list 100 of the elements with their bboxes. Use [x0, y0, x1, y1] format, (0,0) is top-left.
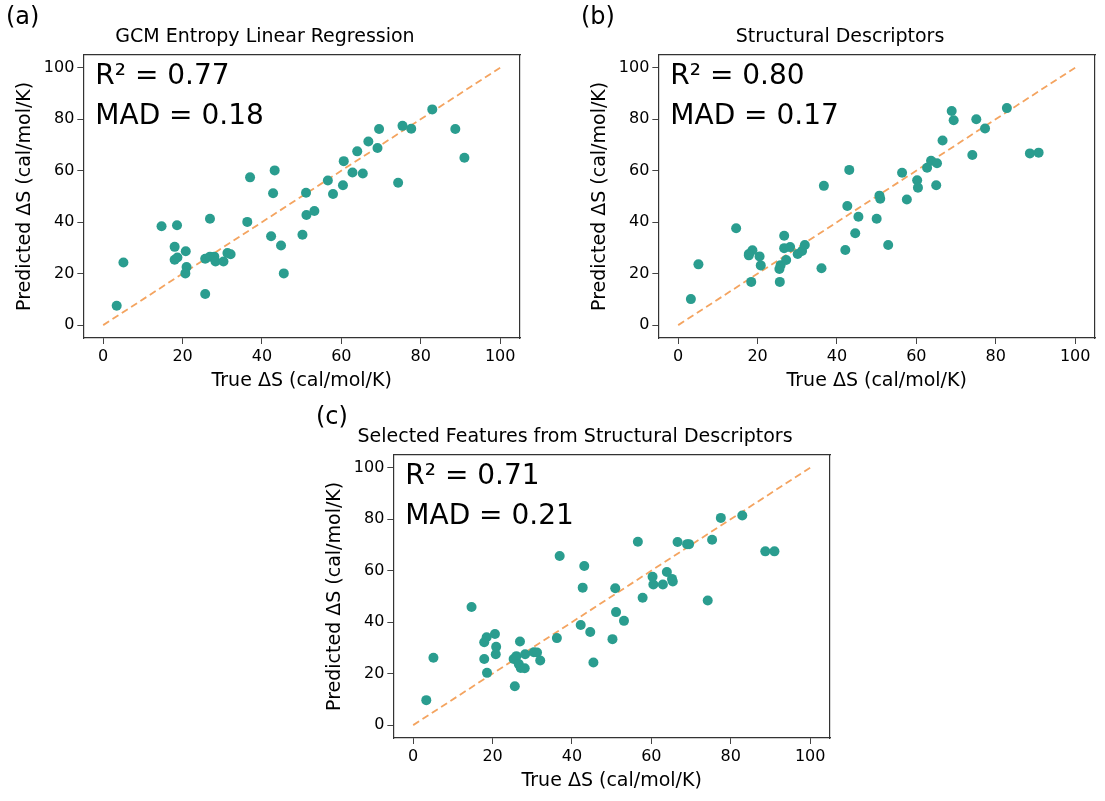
x-tick-label: 100 — [1059, 345, 1091, 365]
y-tick-label: 80 — [53, 108, 75, 128]
point — [363, 136, 374, 147]
point — [779, 230, 790, 241]
point — [842, 200, 853, 211]
x-tick-label: 60 — [331, 345, 352, 365]
y-axis-title: Predicted ΔS (cal/mol/K) — [322, 481, 345, 711]
point — [661, 566, 672, 577]
point — [322, 175, 333, 186]
x-tick-label: 0 — [408, 745, 419, 765]
point — [1001, 103, 1012, 114]
point — [948, 115, 959, 126]
point — [785, 242, 796, 253]
point — [618, 615, 629, 626]
y-tick-label: 80 — [363, 508, 385, 528]
point — [912, 182, 923, 193]
point — [200, 288, 211, 299]
point — [585, 626, 596, 637]
y-tick-label: 20 — [53, 262, 75, 282]
point — [245, 172, 256, 183]
point — [406, 123, 417, 134]
point — [853, 211, 864, 222]
y-tick-label: 40 — [363, 611, 385, 631]
point — [715, 512, 726, 523]
point — [967, 149, 978, 160]
point — [337, 180, 348, 191]
text: (a) — [6, 2, 40, 30]
x-axis-title: True ΔS (cal/mol/K) — [785, 367, 967, 390]
point — [897, 167, 908, 178]
y-tick-label: 100 — [43, 56, 75, 76]
point — [769, 546, 780, 557]
point — [554, 550, 565, 561]
x-tick-label: 100 — [794, 745, 826, 765]
x-tick-label: 100 — [484, 345, 516, 365]
point — [760, 546, 771, 557]
point — [575, 619, 586, 630]
annotation: MAD = 0.18 — [95, 98, 264, 132]
x-tick-label: 20 — [747, 345, 768, 365]
point — [204, 213, 215, 224]
point — [309, 206, 320, 217]
text: (c) — [316, 402, 348, 430]
y-tick-label: 40 — [53, 211, 75, 231]
y-tick-label: 60 — [53, 159, 75, 179]
point — [328, 189, 339, 200]
point — [818, 180, 829, 191]
y-tick-label: 0 — [64, 314, 75, 334]
point — [850, 228, 861, 239]
x-axis-title: True ΔS (cal/mol/K) — [520, 767, 702, 790]
point — [901, 194, 912, 205]
point — [466, 601, 477, 612]
point — [269, 165, 280, 176]
point — [218, 256, 229, 267]
point — [268, 188, 279, 199]
point — [490, 649, 501, 660]
point — [421, 695, 432, 706]
annotation: MAD = 0.17 — [670, 98, 839, 132]
point — [372, 143, 383, 153]
point — [579, 561, 590, 572]
point — [931, 180, 942, 191]
point — [657, 579, 668, 590]
point — [111, 300, 122, 311]
point — [180, 268, 191, 279]
y-tick-label: 60 — [363, 559, 385, 579]
point — [276, 240, 287, 251]
point — [980, 123, 991, 134]
point — [754, 251, 765, 262]
point — [301, 209, 312, 220]
point — [588, 657, 599, 668]
point — [347, 167, 358, 178]
point — [637, 592, 648, 603]
point — [427, 104, 438, 115]
point — [937, 135, 948, 146]
point — [731, 223, 742, 234]
y-tick-label: 40 — [628, 211, 650, 231]
point — [459, 152, 470, 163]
point — [479, 653, 490, 664]
y-axis-title: Predicted ΔS (cal/mol/K) — [12, 81, 35, 311]
chart-title: GCM Entropy Linear Regression — [115, 24, 415, 47]
point — [428, 652, 439, 663]
x-tick-label: 80 — [720, 745, 741, 765]
point — [693, 259, 704, 270]
point — [840, 244, 851, 255]
y-tick-label: 0 — [374, 714, 385, 734]
point — [946, 105, 957, 116]
point — [648, 579, 659, 590]
point — [450, 123, 461, 134]
point — [922, 162, 933, 173]
point — [156, 221, 167, 232]
point — [932, 158, 943, 169]
point — [172, 220, 183, 231]
point — [871, 213, 882, 224]
point — [242, 216, 253, 227]
point — [774, 276, 785, 287]
x-tick-label: 0 — [673, 345, 684, 365]
text: (b) — [581, 2, 615, 30]
point — [781, 254, 792, 265]
point — [520, 649, 531, 660]
x-tick-label: 80 — [985, 345, 1006, 365]
annotation: R² = 0.77 — [95, 58, 230, 92]
point — [397, 120, 408, 131]
